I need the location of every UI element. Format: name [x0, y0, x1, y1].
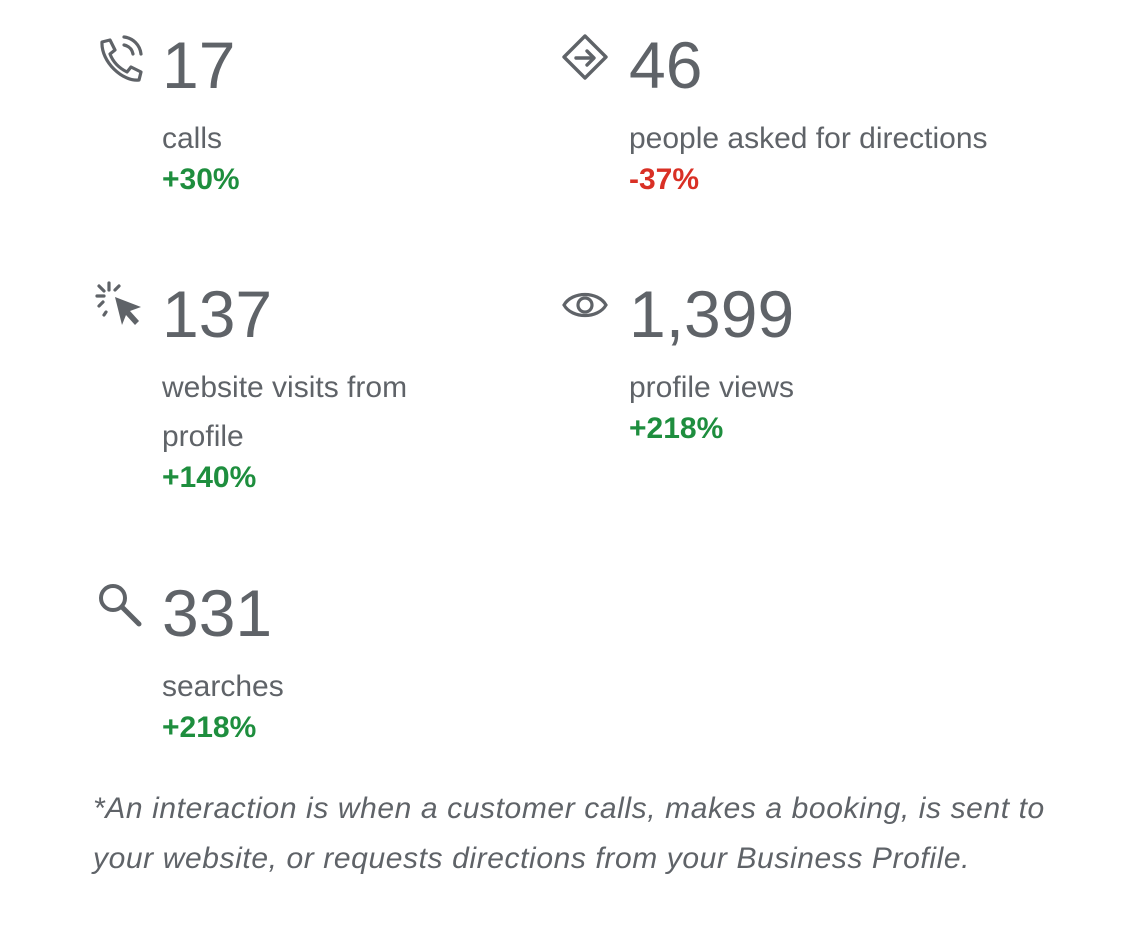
stat-label: calls: [162, 122, 223, 155]
stat-label: people asked for directions: [629, 122, 988, 155]
stat-value: 137: [162, 277, 273, 351]
stat-label: searches: [162, 670, 284, 703]
stat-change: +30%: [162, 163, 240, 196]
stat-value: 1,399: [629, 277, 795, 351]
stat-change: +140%: [162, 461, 257, 494]
stat-label: website visits from profile: [162, 371, 408, 453]
click-icon: [95, 281, 147, 333]
stat-value: 17: [162, 28, 236, 102]
stat-change: +218%: [629, 412, 724, 445]
interaction-footnote: *An interaction is when a customer calls…: [93, 792, 1045, 875]
stat-value: 331: [162, 576, 273, 650]
stat-value: 46: [629, 28, 703, 102]
stat-change: +218%: [162, 711, 257, 744]
search-icon: [95, 580, 147, 632]
stat-label: profile views: [629, 371, 795, 404]
eye-icon: [562, 281, 614, 333]
directions-icon: [562, 32, 614, 84]
phone-icon: [95, 32, 147, 84]
stat-change: -37%: [629, 163, 700, 196]
